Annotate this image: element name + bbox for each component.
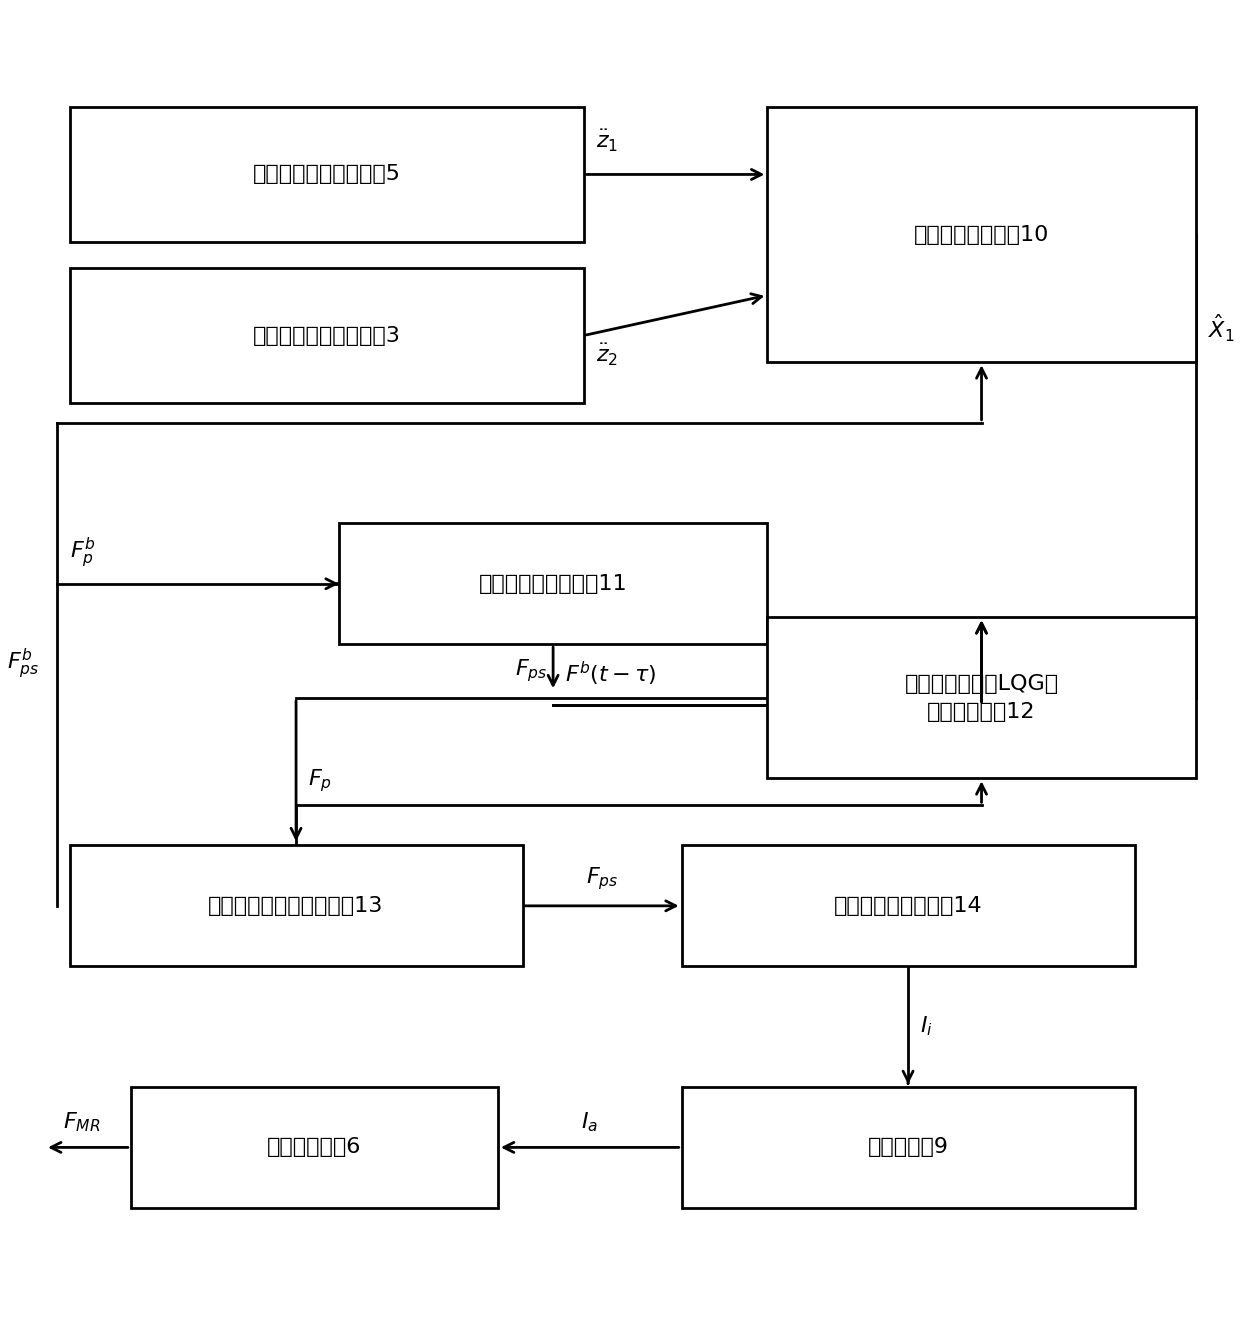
Text: $I_a$: $I_a$ bbox=[582, 1110, 599, 1134]
Text: $F_{ps}^b$: $F_{ps}^b$ bbox=[6, 647, 38, 682]
FancyBboxPatch shape bbox=[768, 107, 1195, 362]
Text: 车轮质量加速度传感器5: 车轮质量加速度传感器5 bbox=[253, 165, 401, 184]
FancyBboxPatch shape bbox=[682, 845, 1135, 966]
Text: $F_{ps}$: $F_{ps}$ bbox=[585, 866, 619, 892]
Text: 理想半主动力求解控制器13: 理想半主动力求解控制器13 bbox=[208, 896, 383, 915]
Text: 控制电流求解控制器14: 控制电流求解控制器14 bbox=[833, 896, 982, 915]
FancyBboxPatch shape bbox=[130, 1087, 498, 1208]
Text: $\ddot{z}_2$: $\ddot{z}_2$ bbox=[596, 342, 619, 368]
FancyBboxPatch shape bbox=[69, 845, 522, 966]
Text: 簧载质量加速度传感器3: 簧载质量加速度传感器3 bbox=[253, 326, 401, 345]
Text: 数控电流源9: 数控电流源9 bbox=[868, 1138, 949, 1157]
Text: $I_i$: $I_i$ bbox=[920, 1015, 934, 1039]
Text: 扩展卡尔曼滤波器10: 扩展卡尔曼滤波器10 bbox=[914, 225, 1049, 244]
Text: $F_p$: $F_p$ bbox=[309, 768, 332, 794]
Text: $F_{ps}$: $F_{ps}$ bbox=[516, 658, 548, 684]
Text: $\hat{X}_1$: $\hat{X}_1$ bbox=[1208, 313, 1235, 345]
FancyBboxPatch shape bbox=[339, 523, 768, 644]
FancyBboxPatch shape bbox=[69, 107, 584, 242]
Text: $\ddot{z}_1$: $\ddot{z}_1$ bbox=[596, 129, 619, 154]
Text: $F_p^b$: $F_p^b$ bbox=[69, 535, 95, 570]
Text: $F_{MR}$: $F_{MR}$ bbox=[63, 1110, 100, 1134]
FancyBboxPatch shape bbox=[69, 268, 584, 403]
Text: $F^b(t-\tau)$: $F^b(t-\tau)$ bbox=[565, 660, 657, 688]
Text: 磁流变减振器6: 磁流变减振器6 bbox=[268, 1138, 362, 1157]
Text: 软约束泰勒级数LQG时
滞补偿控制器12: 软约束泰勒级数LQG时 滞补偿控制器12 bbox=[904, 674, 1059, 722]
Text: 时滞补偿预测控制器11: 时滞补偿预测控制器11 bbox=[479, 574, 627, 593]
FancyBboxPatch shape bbox=[768, 617, 1195, 778]
FancyBboxPatch shape bbox=[682, 1087, 1135, 1208]
